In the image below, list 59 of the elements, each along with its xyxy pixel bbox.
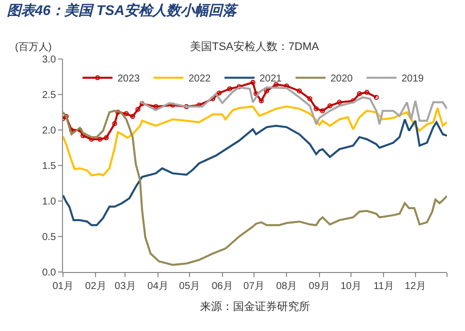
point bbox=[314, 106, 319, 112]
legend-label: 2022 bbox=[188, 74, 212, 85]
point bbox=[356, 91, 362, 96]
y-tick-label: 3.0 bbox=[42, 54, 56, 66]
point bbox=[307, 96, 312, 102]
point bbox=[374, 94, 379, 100]
y-tick-label: 0.0 bbox=[42, 268, 56, 278]
point bbox=[112, 121, 118, 126]
point bbox=[258, 98, 264, 104]
point bbox=[296, 88, 302, 94]
y-tick-label: 1.5 bbox=[42, 161, 56, 172]
point bbox=[216, 90, 222, 96]
point bbox=[320, 108, 326, 114]
point bbox=[184, 104, 189, 110]
point bbox=[284, 83, 290, 88]
point bbox=[227, 86, 232, 92]
x-tick-label: 04月 bbox=[147, 281, 169, 292]
y-tick-label: 0.5 bbox=[42, 232, 56, 243]
x-tick-label: 11月 bbox=[374, 281, 394, 292]
y-axis-title: (百万人) bbox=[15, 42, 52, 53]
x-tick-label: 03月 bbox=[114, 281, 136, 292]
legend-label: 2023 bbox=[118, 74, 140, 85]
point bbox=[124, 111, 129, 116]
chart-subtitle: 美国TSA安检人数：7DMA bbox=[190, 40, 320, 53]
line-series bbox=[63, 118, 447, 226]
point bbox=[327, 103, 332, 108]
point bbox=[274, 82, 279, 88]
x-tick-label: 10月 bbox=[340, 281, 362, 292]
y-tick-label: 2.0 bbox=[42, 126, 56, 136]
legend-label: 2019 bbox=[402, 74, 424, 85]
y-tick-label: 2.5 bbox=[42, 90, 56, 101]
point bbox=[140, 101, 145, 106]
point bbox=[264, 88, 270, 94]
legend-label: 2020 bbox=[330, 74, 354, 85]
x-tick-label: 02月 bbox=[85, 281, 106, 292]
point bbox=[153, 104, 158, 110]
point bbox=[130, 114, 136, 120]
chart-title: 图表46：美国 TSA安检人数小幅回落 bbox=[6, 2, 240, 18]
x-tick-label: 05月 bbox=[179, 281, 200, 292]
x-tick-label: 07月 bbox=[243, 281, 265, 292]
point bbox=[250, 80, 256, 85]
x-tick-label: 09月 bbox=[308, 281, 330, 292]
point bbox=[104, 135, 109, 140]
source-note: 来源：国金证券研究所 bbox=[200, 300, 310, 313]
point bbox=[236, 84, 242, 90]
point bbox=[97, 136, 102, 142]
line-series bbox=[63, 106, 447, 176]
line-series bbox=[63, 110, 447, 266]
x-tick-label: 01月 bbox=[52, 281, 74, 292]
point bbox=[115, 110, 120, 115]
x-tick-label: 08月 bbox=[276, 281, 298, 292]
y-tick-label: 1.0 bbox=[42, 196, 56, 208]
point bbox=[64, 114, 69, 120]
point bbox=[364, 90, 370, 95]
point bbox=[135, 106, 140, 112]
legend-label: 2021 bbox=[260, 74, 282, 85]
x-tick-label: 06月 bbox=[212, 281, 233, 292]
point bbox=[336, 100, 342, 105]
x-tick-label: 12月 bbox=[404, 281, 426, 292]
